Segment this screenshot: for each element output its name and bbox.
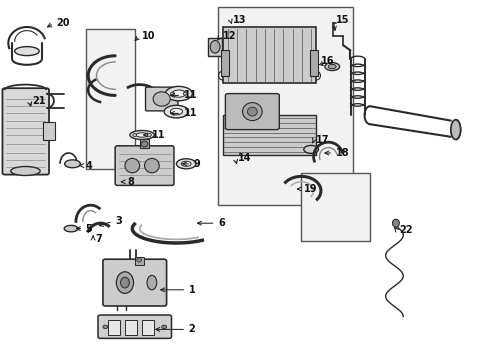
Ellipse shape — [103, 325, 108, 329]
Text: 11: 11 — [184, 108, 197, 118]
Ellipse shape — [162, 325, 167, 329]
Text: 18: 18 — [336, 148, 349, 158]
FancyBboxPatch shape — [108, 320, 120, 335]
FancyBboxPatch shape — [43, 122, 55, 140]
Ellipse shape — [121, 277, 129, 288]
FancyBboxPatch shape — [142, 320, 154, 335]
Text: 11: 11 — [184, 90, 197, 100]
Bar — [86, 29, 135, 169]
Ellipse shape — [171, 92, 174, 95]
Ellipse shape — [210, 40, 220, 53]
Ellipse shape — [325, 63, 340, 71]
Ellipse shape — [176, 159, 196, 169]
Text: 17: 17 — [316, 135, 330, 145]
Ellipse shape — [15, 46, 39, 55]
Text: 7: 7 — [96, 234, 102, 244]
Ellipse shape — [171, 108, 182, 115]
FancyBboxPatch shape — [125, 320, 137, 335]
Text: 12: 12 — [223, 31, 237, 41]
Ellipse shape — [133, 134, 137, 136]
Ellipse shape — [64, 225, 78, 232]
FancyBboxPatch shape — [223, 115, 316, 155]
Text: 4: 4 — [86, 161, 93, 171]
FancyBboxPatch shape — [115, 146, 174, 185]
Text: 9: 9 — [194, 159, 200, 169]
Text: 8: 8 — [127, 177, 134, 187]
Ellipse shape — [65, 160, 80, 168]
Ellipse shape — [11, 166, 40, 175]
FancyBboxPatch shape — [140, 139, 149, 148]
Text: 2: 2 — [189, 324, 196, 334]
Ellipse shape — [243, 103, 262, 121]
Ellipse shape — [137, 258, 142, 262]
Text: 16: 16 — [321, 56, 335, 66]
Ellipse shape — [392, 219, 399, 227]
FancyBboxPatch shape — [221, 50, 229, 76]
Text: 10: 10 — [142, 31, 156, 41]
FancyBboxPatch shape — [225, 94, 279, 130]
FancyBboxPatch shape — [146, 87, 178, 111]
Text: 1: 1 — [189, 285, 196, 295]
Ellipse shape — [164, 105, 189, 118]
Text: 6: 6 — [218, 218, 225, 228]
FancyBboxPatch shape — [135, 257, 144, 265]
FancyBboxPatch shape — [2, 88, 49, 175]
Ellipse shape — [451, 120, 461, 139]
Ellipse shape — [141, 141, 148, 147]
Text: 22: 22 — [399, 225, 413, 235]
Text: 21: 21 — [32, 96, 46, 106]
Ellipse shape — [116, 272, 133, 293]
Ellipse shape — [172, 90, 186, 97]
Text: 3: 3 — [115, 216, 122, 226]
FancyBboxPatch shape — [310, 50, 318, 76]
Ellipse shape — [130, 130, 154, 139]
Ellipse shape — [247, 107, 257, 116]
Ellipse shape — [147, 134, 151, 136]
Ellipse shape — [181, 161, 191, 166]
Ellipse shape — [166, 86, 192, 101]
Ellipse shape — [328, 64, 336, 69]
FancyBboxPatch shape — [103, 259, 167, 306]
Text: 14: 14 — [238, 153, 251, 163]
Ellipse shape — [145, 158, 159, 173]
Ellipse shape — [136, 133, 148, 137]
FancyBboxPatch shape — [208, 38, 222, 56]
Ellipse shape — [183, 92, 187, 95]
Text: 13: 13 — [233, 15, 246, 25]
Text: 5: 5 — [86, 224, 93, 234]
FancyBboxPatch shape — [98, 315, 172, 338]
Ellipse shape — [304, 145, 318, 153]
Text: 20: 20 — [56, 18, 70, 28]
FancyBboxPatch shape — [223, 27, 316, 83]
Ellipse shape — [153, 92, 171, 106]
Ellipse shape — [147, 275, 157, 290]
Text: 11: 11 — [152, 130, 166, 140]
Bar — [218, 7, 353, 205]
Ellipse shape — [125, 158, 140, 173]
Text: 19: 19 — [304, 184, 318, 194]
Text: 15: 15 — [336, 15, 349, 25]
Bar — [301, 173, 370, 241]
